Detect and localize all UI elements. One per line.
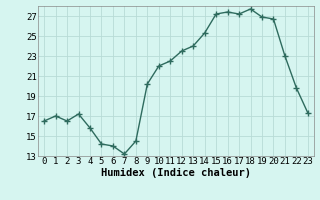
X-axis label: Humidex (Indice chaleur): Humidex (Indice chaleur) — [101, 168, 251, 178]
